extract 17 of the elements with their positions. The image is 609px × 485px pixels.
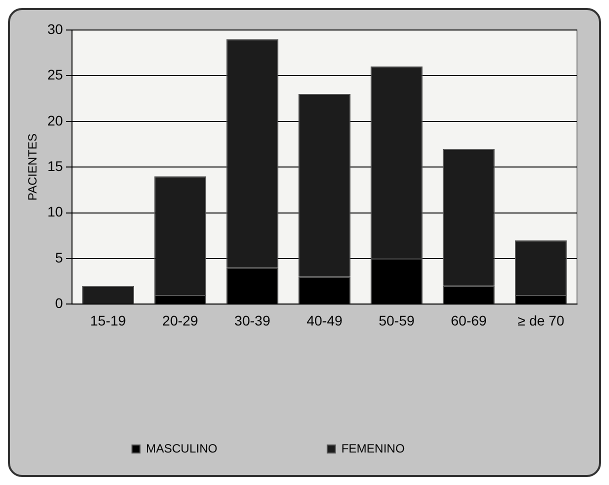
y-tick-label: 5 (55, 249, 64, 266)
y-tick-label: 25 (47, 66, 64, 83)
x-tick-label: 50-59 (378, 312, 415, 328)
y-tick-label: 20 (47, 112, 64, 128)
x-tick-label: 40-49 (306, 312, 343, 328)
x-tick-label: 60-69 (450, 312, 487, 328)
y-tick-label: 15 (47, 158, 64, 174)
y-axis-title: PACIENTES (26, 134, 40, 201)
legend-label: FEMENINO (341, 441, 405, 456)
x-tick-label: 20-29 (162, 312, 198, 328)
y-tick-label: 10 (47, 204, 64, 220)
x-tick-label: 30-39 (234, 312, 270, 328)
y-tick-label: 30 (47, 20, 64, 37)
x-tick-label: ≥ de 70 (518, 312, 564, 328)
legend-label: MASCULINO (146, 441, 218, 456)
x-tick-label: 15-19 (90, 312, 126, 328)
y-tick-label: 0 (55, 295, 64, 312)
